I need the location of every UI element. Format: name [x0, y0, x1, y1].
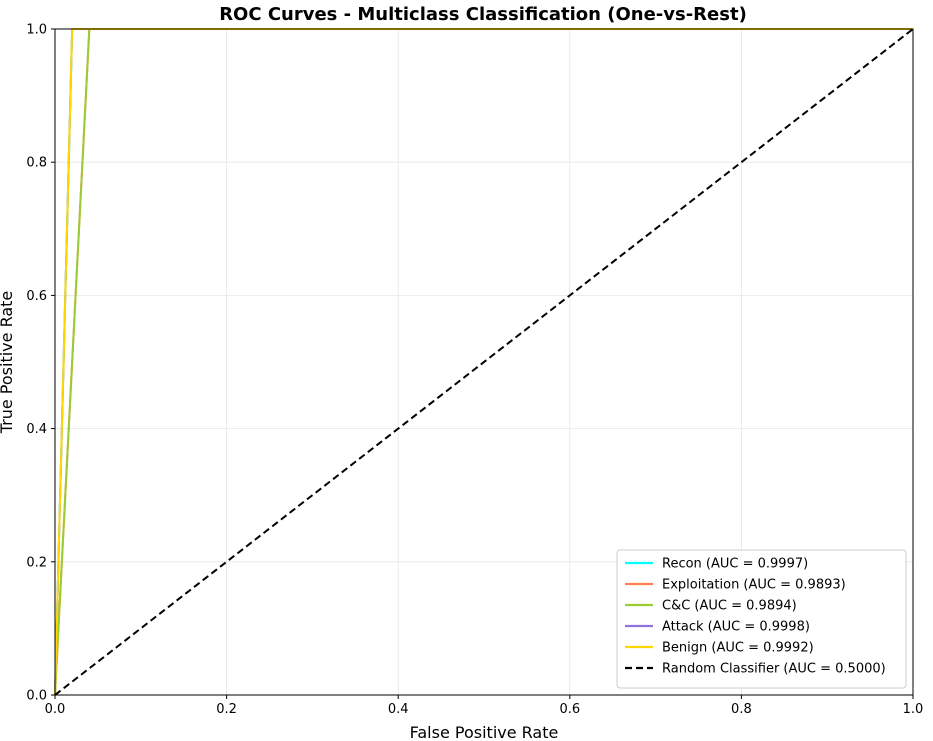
- x-tick-label: 0.2: [216, 702, 237, 717]
- legend-entry: Benign (AUC = 0.9992): [662, 641, 814, 656]
- x-tick-label: 0.8: [731, 702, 752, 717]
- y-tick-label: 0.8: [26, 156, 47, 171]
- legend-entry: Attack (AUC = 0.9998): [662, 620, 810, 635]
- y-axis-label: True Positive Rate: [0, 291, 16, 435]
- x-tick-label: 0.4: [388, 702, 409, 717]
- y-tick-label: 0.6: [26, 289, 47, 304]
- legend-entry: C&C (AUC = 0.9894): [662, 599, 797, 614]
- y-tick-label: 0.0: [26, 689, 47, 704]
- y-tick-label: 0.4: [26, 422, 47, 437]
- legend-entry: Random Classifier (AUC = 0.5000): [662, 662, 886, 677]
- axis-ticks: 0.0 0.2 0.4 0.6 0.8 1.0 0.0 0.2 0.4 0.6 0.8 1.0: [26, 23, 923, 718]
- plot-frame: [54, 28, 914, 696]
- series-line-5: [54, 28, 914, 696]
- x-tick-label: 0.0: [45, 702, 66, 717]
- legend: Recon (AUC = 0.9997) Exploitation (AUC = …: [616, 549, 907, 689]
- y-tick-label: 0.2: [26, 555, 47, 570]
- y-tick-label: 1.0: [26, 23, 47, 38]
- x-axis-label: False Positive Rate: [410, 723, 559, 741]
- x-tick-label: 0.6: [559, 702, 580, 717]
- legend-box: [616, 549, 907, 689]
- chart-title: ROC Curves - Multiclass Classification (…: [219, 4, 747, 25]
- x-tick-label: 1.0: [903, 702, 924, 717]
- legend-entry: Recon (AUC = 0.9997): [662, 557, 808, 572]
- legend-entry: Exploitation (AUC = 0.9893): [662, 578, 846, 593]
